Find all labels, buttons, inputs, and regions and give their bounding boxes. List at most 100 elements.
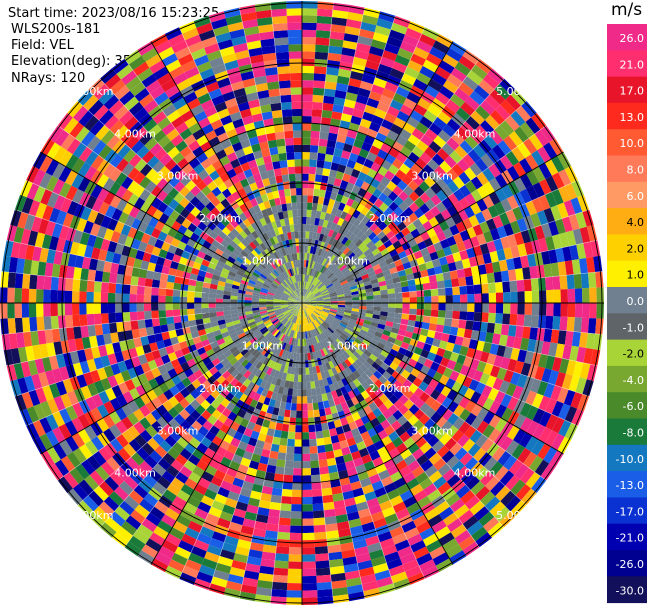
gate-cell: [427, 267, 436, 277]
gate-cell: [347, 346, 356, 354]
gate-cell: [356, 501, 369, 512]
gate-cell: [500, 99, 516, 116]
gate-cell: [194, 86, 209, 98]
gate-cell: [277, 452, 287, 461]
gate-cell: [487, 205, 500, 219]
gate-cell: [354, 494, 367, 505]
gate-cell: [373, 155, 385, 166]
gate-cell: [302, 310, 304, 318]
gate-cell: [288, 337, 293, 345]
gate-cell: [557, 436, 572, 454]
gate-cell: [359, 118, 372, 129]
gate-cell: [508, 269, 517, 282]
gate-cell: [187, 520, 203, 533]
gate-cell: [353, 434, 364, 444]
gate-cell: [115, 283, 124, 294]
gate-cell: [446, 474, 461, 488]
gate-cell: [145, 538, 162, 553]
gate-cell: [217, 77, 231, 89]
gate-cell: [452, 294, 461, 303]
gate-cell: [119, 110, 134, 125]
gate-cell: [499, 78, 516, 95]
gate-cell: [60, 197, 73, 213]
gate-cell: [294, 252, 298, 261]
gate-cell: [302, 209, 307, 217]
gate-cell: [436, 347, 446, 358]
gate-cell: [260, 289, 268, 294]
gate-cell: [287, 313, 293, 320]
gate-cell: [387, 293, 396, 299]
gate-cell: [495, 104, 511, 121]
gate-cell: [286, 446, 295, 454]
gate-cell: [249, 414, 259, 424]
gate-cell: [194, 286, 203, 293]
gate-cell: [514, 126, 529, 143]
gate-cell: [33, 403, 46, 420]
gate-cell: [266, 303, 274, 305]
gate-cell: [125, 457, 140, 471]
gate-cell: [451, 163, 465, 177]
gate-cell: [442, 538, 459, 553]
gate-cell: [521, 100, 537, 118]
gate-cell: [138, 113, 153, 127]
gate-cell: [493, 323, 503, 335]
gate-cell: [86, 358, 97, 372]
gate-cell: [286, 590, 302, 598]
gate-cell: [194, 508, 209, 520]
gate-cell: [55, 237, 66, 253]
gate-cell: [337, 303, 346, 306]
gate-cell: [324, 516, 337, 525]
gate-cell: [407, 460, 421, 472]
gate-cell: [252, 358, 260, 367]
gate-cell: [345, 249, 353, 258]
gate-cell: [519, 188, 532, 204]
gate-cell: [278, 249, 284, 257]
gate-cell: [185, 414, 197, 426]
gate-cell: [424, 187, 437, 199]
gate-cell: [131, 452, 145, 466]
gate-cell: [331, 367, 338, 376]
gate-cell: [114, 243, 125, 255]
gate-cell: [463, 267, 473, 278]
gate-cell: [325, 235, 332, 244]
gate-cell: [402, 122, 416, 135]
gate-cell: [238, 532, 253, 543]
gate-cell: [46, 249, 56, 264]
gate-cell: [393, 317, 402, 324]
gate-cell: [257, 580, 273, 589]
gate-cell: [383, 380, 393, 390]
gate-cell: [464, 495, 480, 510]
gate-cell: [332, 104, 344, 114]
gate-cell: [446, 118, 461, 132]
gate-cell: [487, 312, 496, 324]
gate-cell: [351, 200, 360, 210]
gate-cell: [259, 171, 269, 180]
gate-cell: [104, 114, 119, 130]
gate-cell: [280, 303, 288, 306]
gate-cell: [337, 226, 346, 235]
gate-cell: [545, 236, 556, 251]
gate-cell: [246, 267, 254, 275]
gate-cell: [356, 263, 365, 271]
gate-cell: [267, 275, 275, 282]
gate-cell: [338, 324, 346, 331]
gate-cell: [330, 435, 340, 444]
gate-cell: [27, 230, 39, 247]
gate-cell: [486, 442, 500, 457]
gate-cell: [302, 65, 315, 74]
gate-cell: [136, 447, 150, 461]
gate-cell: [433, 476, 447, 490]
gate-cell: [264, 435, 274, 444]
gate-cell: [273, 329, 280, 337]
gate-cell: [375, 327, 385, 334]
gate-cell: [357, 242, 367, 251]
gate-cell: [259, 262, 267, 270]
gate-cell: [258, 202, 266, 211]
gate-cell: [261, 271, 269, 278]
gate-cell: [145, 512, 161, 527]
gate-cell: [266, 299, 274, 302]
gate-cell: [111, 208, 123, 222]
gate-cell: [93, 380, 105, 394]
gate-cell: [286, 313, 293, 319]
gate-cell: [339, 334, 347, 342]
